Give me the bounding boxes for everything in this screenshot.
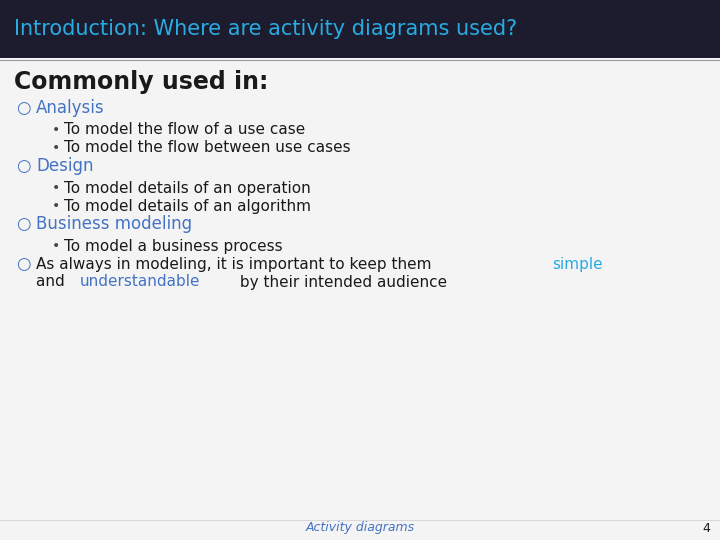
Text: To model the flow of a use case: To model the flow of a use case [64,123,305,138]
FancyBboxPatch shape [0,0,720,58]
Text: To model the flow between use cases: To model the flow between use cases [64,140,351,156]
Text: understandable: understandable [79,274,200,289]
Text: Commonly used in:: Commonly used in: [14,70,269,94]
Text: •: • [52,141,60,155]
Text: •: • [52,123,60,137]
Text: Business modeling: Business modeling [36,215,192,233]
Text: To model details of an operation: To model details of an operation [64,180,311,195]
Text: To model a business process: To model a business process [64,239,283,253]
Text: ○: ○ [16,255,30,273]
Text: ○: ○ [16,215,30,233]
Text: ○: ○ [16,157,30,175]
Text: As always in modeling, it is important to keep them: As always in modeling, it is important t… [36,256,436,272]
Text: 4: 4 [702,522,710,535]
Text: Introduction: Where are activity diagrams used?: Introduction: Where are activity diagram… [14,19,517,39]
Text: •: • [52,239,60,253]
Text: Activity diagrams: Activity diagrams [305,522,415,535]
Text: ○: ○ [16,99,30,117]
Text: Analysis: Analysis [36,99,104,117]
Text: To model details of an algorithm: To model details of an algorithm [64,199,311,213]
Text: simple: simple [553,256,603,272]
Text: •: • [52,181,60,195]
Text: Design: Design [36,157,94,175]
Text: •: • [52,199,60,213]
Text: and: and [36,274,70,289]
Text: by their intended audience: by their intended audience [235,274,447,289]
